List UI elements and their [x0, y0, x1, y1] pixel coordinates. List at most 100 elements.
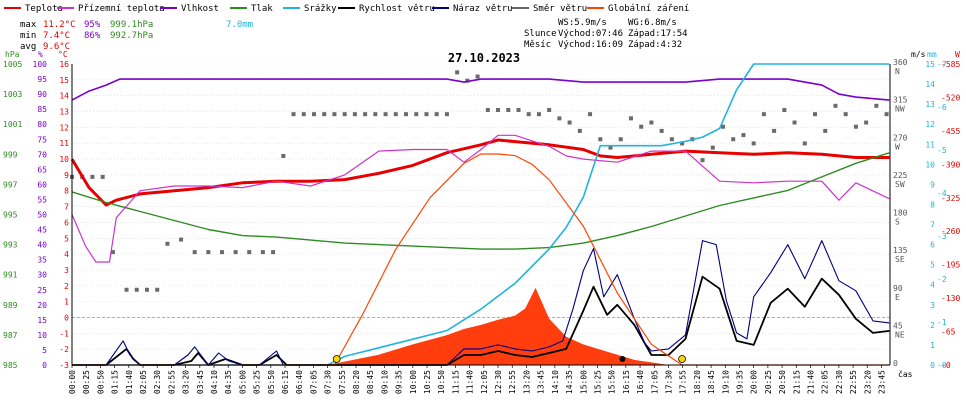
moonrise-marker	[619, 356, 626, 362]
wind-direction-point	[393, 112, 398, 117]
x-tick-label: 07:05	[309, 370, 318, 394]
radiation-tick: -260	[941, 227, 960, 236]
x-tick-label: 21:40	[806, 370, 815, 394]
pressure-tick: 987	[3, 331, 18, 340]
x-tick-label: 18:20	[693, 370, 702, 394]
x-tick-label: 22:55	[849, 370, 858, 394]
winddir-label: N	[895, 67, 900, 76]
wind-direction-point	[352, 112, 357, 117]
wind-direction-point	[383, 112, 388, 117]
stats-min-label: min	[20, 31, 36, 41]
humidity-tick: 55	[37, 195, 47, 204]
x-tick-label: 09:35	[395, 370, 404, 394]
temp-tick: 7	[64, 203, 69, 212]
wind-direction-point	[782, 107, 787, 112]
x-tick-label: 23:45	[877, 370, 886, 394]
temp-tick: 3	[64, 266, 69, 275]
wind-direction-point	[813, 112, 818, 117]
radiation-tick: -585	[941, 60, 960, 69]
humidity-tick: 45	[37, 226, 47, 235]
wind-direction-point	[155, 287, 160, 292]
winddir-tick: 315	[893, 96, 908, 105]
x-tick-label: 16:15	[622, 370, 631, 394]
x-tick-label: 10:25	[423, 370, 432, 394]
wind-direction-point	[100, 174, 105, 179]
wind-direction-point	[271, 250, 276, 255]
wind-direction-point	[260, 250, 265, 255]
x-tick-label: 15:50	[608, 370, 617, 394]
wind-direction-point	[233, 250, 238, 255]
windspeed-tick: 12	[925, 120, 935, 129]
stats-max-temp: 11.2°C	[43, 20, 76, 30]
humidity-tick: 25	[37, 286, 47, 295]
wind-direction-point	[577, 128, 582, 133]
radiation-area	[327, 287, 669, 365]
x-tick-label: 06:40	[295, 370, 304, 394]
wind-direction-point	[373, 112, 378, 117]
unit-ms: m/s	[911, 50, 926, 59]
x-tick-label: 19:35	[735, 370, 744, 394]
wind-direction-point	[792, 120, 797, 125]
temp-tick: 15	[59, 76, 69, 85]
radiation-tick: -195	[941, 261, 960, 270]
stats-max-rain: 7.0mm	[226, 20, 253, 30]
temp-tick: 16	[59, 60, 69, 69]
legend-label-smer-vetru: Směr větru	[533, 4, 587, 14]
pressure-tick: 1001	[3, 120, 22, 129]
precip-tick: -7	[937, 60, 947, 69]
windspeed-tick: 4	[930, 281, 935, 290]
sun-markers	[332, 355, 686, 363]
wind-direction-point	[516, 107, 521, 112]
x-tick-label: 16:40	[636, 370, 645, 394]
wind-direction-point	[363, 112, 368, 117]
stats-min-hum: 86%	[84, 31, 101, 41]
wind-direction-point	[506, 107, 511, 112]
temp-tick: 9	[64, 171, 69, 180]
wind-direction-point	[179, 237, 184, 242]
temp-tick: 14	[59, 92, 69, 101]
x-tick-label: 05:25	[253, 370, 262, 394]
humidity-tick: 30	[37, 271, 47, 280]
windspeed-tick: 13	[925, 100, 935, 109]
temp-tick: -3	[59, 361, 69, 370]
wind-direction-point	[700, 158, 705, 163]
x-tick-label: 05:50	[267, 370, 276, 394]
sunset-marker	[678, 355, 686, 363]
wind-direction-point	[720, 124, 725, 129]
x-tick-label: 13:20	[522, 370, 531, 394]
wind-direction-point	[342, 112, 347, 117]
legend-label-naraz-vetru: Náraz větru	[453, 4, 513, 14]
temp-tick: 1	[64, 298, 69, 307]
x-tick-label: 03:45	[196, 370, 205, 394]
windspeed-tick: 8	[930, 200, 935, 209]
wind-direction-point	[455, 70, 460, 75]
windspeed-tick: 9	[930, 180, 935, 189]
legend: Teplota Přízemní teplota Vlhkost Tlak Srážky…	[4, 4, 689, 14]
x-tick-label: 20:50	[778, 370, 787, 394]
precip-tick: -1	[937, 318, 947, 327]
wind-direction-point	[496, 107, 501, 112]
x-tick-label: 12:30	[494, 370, 503, 394]
wind-direction-point	[434, 112, 439, 117]
sunrise-marker	[332, 355, 341, 363]
wind-direction-point	[291, 112, 296, 117]
wind-direction-point	[557, 116, 562, 121]
radiation-tick: -520	[941, 93, 960, 102]
wind-direction-point	[547, 107, 552, 112]
unit-w: W	[955, 50, 960, 59]
stats-block: max 11.2°C 95% 999.1hPa 7.0mm min 7.4°C …	[20, 20, 253, 52]
winddir-tick: 45	[893, 321, 903, 330]
x-tick-label: 01:15	[111, 370, 120, 394]
wind-direction-point	[874, 103, 879, 108]
legend-label-globalni-zareni: Globální záření	[608, 4, 689, 14]
winddir-tick: 135	[893, 246, 908, 255]
precip-tick: -3	[937, 232, 947, 241]
x-tick-label: 00:25	[82, 370, 91, 394]
wind-direction-point	[751, 141, 756, 146]
wind-direction-point	[206, 250, 211, 255]
x-tick-label: 11:15	[451, 370, 460, 394]
radiation-fill	[327, 287, 669, 365]
humidity-tick: 60	[37, 180, 47, 189]
x-tick-label: 13:45	[537, 370, 546, 394]
humidity-tick: 80	[37, 120, 47, 129]
